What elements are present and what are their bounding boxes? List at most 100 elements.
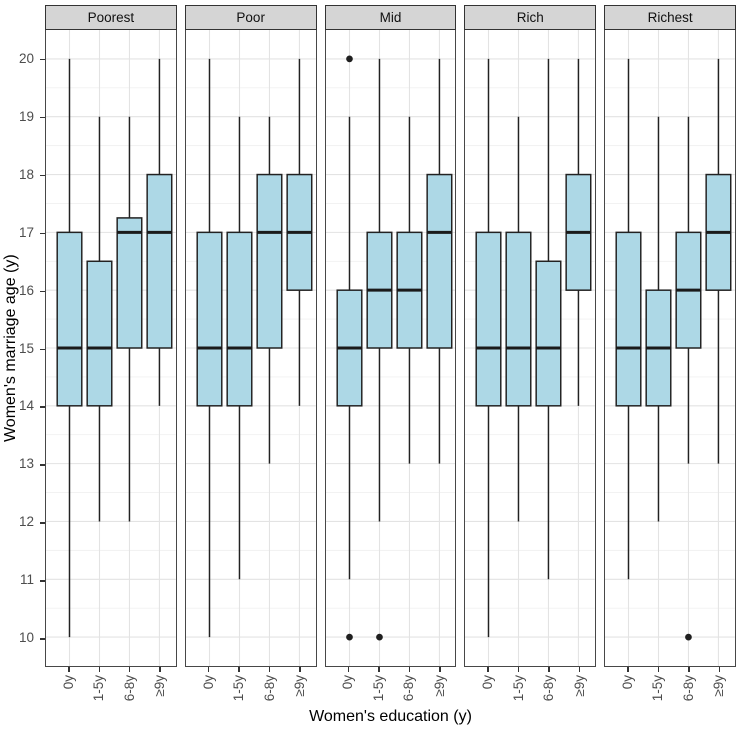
x-tick-label: 0y <box>480 675 496 690</box>
panel-canvas <box>46 30 176 666</box>
x-tick-mark <box>68 667 70 672</box>
facet-strip-label: Poor <box>184 5 317 30</box>
y-tick-mark <box>40 290 45 293</box>
facet-poorest: Poorest 0y 1-5y 6-8y ≥9y <box>45 5 177 712</box>
facet-poor: Poor 0y 1-5y 6-8y ≥9y <box>184 5 317 712</box>
x-axis: 0y 1-5y 6-8y ≥9y <box>185 667 317 712</box>
x-tick-mark <box>159 667 161 672</box>
y-tick-label: 17 <box>18 224 34 240</box>
y-tick-mark <box>40 580 45 582</box>
panel-canvas <box>605 30 735 666</box>
x-tick-label: ≥9y <box>152 675 168 697</box>
x-tick-mark <box>517 667 520 672</box>
x-tick-label: ≥9y <box>431 675 447 697</box>
box <box>426 173 453 349</box>
box <box>256 173 283 349</box>
facet-strip-label: Rich <box>464 5 597 30</box>
y-tick-mark <box>40 522 45 524</box>
x-tick-mark <box>578 667 581 672</box>
x-tick-mark <box>408 667 411 672</box>
x-tick-mark <box>98 667 101 672</box>
x-tick-label: 0y <box>200 675 216 690</box>
y-tick-label: 13 <box>18 456 34 472</box>
facet-richest: Richest 0y 1-5y 6-8y ≥9y <box>604 5 736 712</box>
y-tick-label: 19 <box>18 108 34 124</box>
plot-panel <box>604 30 736 667</box>
x-tick-mark <box>439 667 441 672</box>
y-tick-label: 10 <box>18 630 34 646</box>
x-tick-label: 0y <box>620 675 636 690</box>
y-tick-mark <box>40 406 45 408</box>
x-tick-mark <box>688 667 690 672</box>
plot-panel <box>184 30 317 667</box>
x-tick-label: 6-8y <box>680 675 696 702</box>
x-tick-label: ≥9y <box>711 675 727 697</box>
x-tick-label: 1-5y <box>650 675 666 702</box>
y-tick-mark <box>40 638 45 640</box>
plot-panel <box>464 30 597 667</box>
x-axis: 0y 1-5y 6-8y ≥9y <box>45 667 177 712</box>
box <box>226 231 253 407</box>
x-axis-title: Women's education (y) <box>309 708 472 725</box>
box <box>505 231 532 407</box>
facet-mid: Mid 0y 1-5y 6-8y ≥9y <box>324 5 457 712</box>
x-tick-mark <box>347 667 350 672</box>
panel-canvas <box>465 30 596 666</box>
x-tick-mark <box>299 667 301 672</box>
y-tick-mark <box>40 174 45 177</box>
box <box>56 231 83 407</box>
y-tick-mark <box>40 464 45 466</box>
outlier-point <box>685 633 692 641</box>
panel-canvas <box>185 30 316 666</box>
y-tick-label: 11 <box>19 572 34 588</box>
x-axis: 0y 1-5y 6-8y ≥9y <box>325 667 457 712</box>
outlier-point <box>375 633 383 641</box>
plot-panel <box>45 30 177 667</box>
y-tick-label: 15 <box>18 340 34 356</box>
box <box>475 231 502 407</box>
x-tick-label: 1-5y <box>91 675 107 702</box>
plot-panel <box>324 30 457 667</box>
facet-strip-label: Richest <box>604 5 736 30</box>
x-tick-label: 1-5y <box>370 675 386 702</box>
x-axis: 0y 1-5y 6-8y ≥9y <box>464 667 596 712</box>
x-tick-label: ≥9y <box>571 675 587 697</box>
x-tick-mark <box>627 667 629 672</box>
x-tick-mark <box>718 667 721 672</box>
box <box>535 260 562 407</box>
x-tick-mark <box>657 667 660 672</box>
outlier-point <box>345 55 353 63</box>
y-tick-label: 16 <box>18 282 34 298</box>
x-tick-label: 6-8y <box>541 675 557 702</box>
y-tick-label: 14 <box>18 398 34 414</box>
facet-panels: Poorest 0y 1-5y 6-8y ≥9y Poor 0y 1-5y 6-8y ≥9y Mid… <box>45 5 736 712</box>
box <box>86 260 113 407</box>
facet-strip-label: Poorest <box>45 5 177 30</box>
box <box>116 217 143 349</box>
x-tick-mark <box>378 667 380 672</box>
box <box>615 231 642 407</box>
x-tick-mark <box>548 667 550 672</box>
x-tick-mark <box>238 667 240 672</box>
facet-strip-label: Mid <box>324 5 457 30</box>
y-tick-label: 12 <box>18 514 34 530</box>
x-tick-label: 0y <box>340 675 356 690</box>
y-tick-label: 20 <box>18 50 34 66</box>
x-tick-mark <box>128 667 131 672</box>
x-tick-label: ≥9y <box>291 675 307 697</box>
box <box>196 231 223 407</box>
y-tick-mark <box>40 116 45 119</box>
x-axis: 0y 1-5y 6-8y ≥9y <box>604 667 736 712</box>
x-tick-label: 1-5y <box>510 675 526 702</box>
x-tick-label: 6-8y <box>121 675 137 702</box>
x-tick-label: 6-8y <box>401 675 417 702</box>
box <box>146 173 173 349</box>
outlier-point <box>345 633 353 641</box>
x-tick-label: 6-8y <box>261 675 277 702</box>
x-tick-mark <box>207 667 210 672</box>
x-tick-label: 1-5y <box>231 675 247 702</box>
facet-rich: Rich 0y 1-5y 6-8y ≥9y <box>464 5 597 712</box>
y-tick-mark <box>40 58 45 61</box>
y-tick-label: 18 <box>18 166 34 182</box>
